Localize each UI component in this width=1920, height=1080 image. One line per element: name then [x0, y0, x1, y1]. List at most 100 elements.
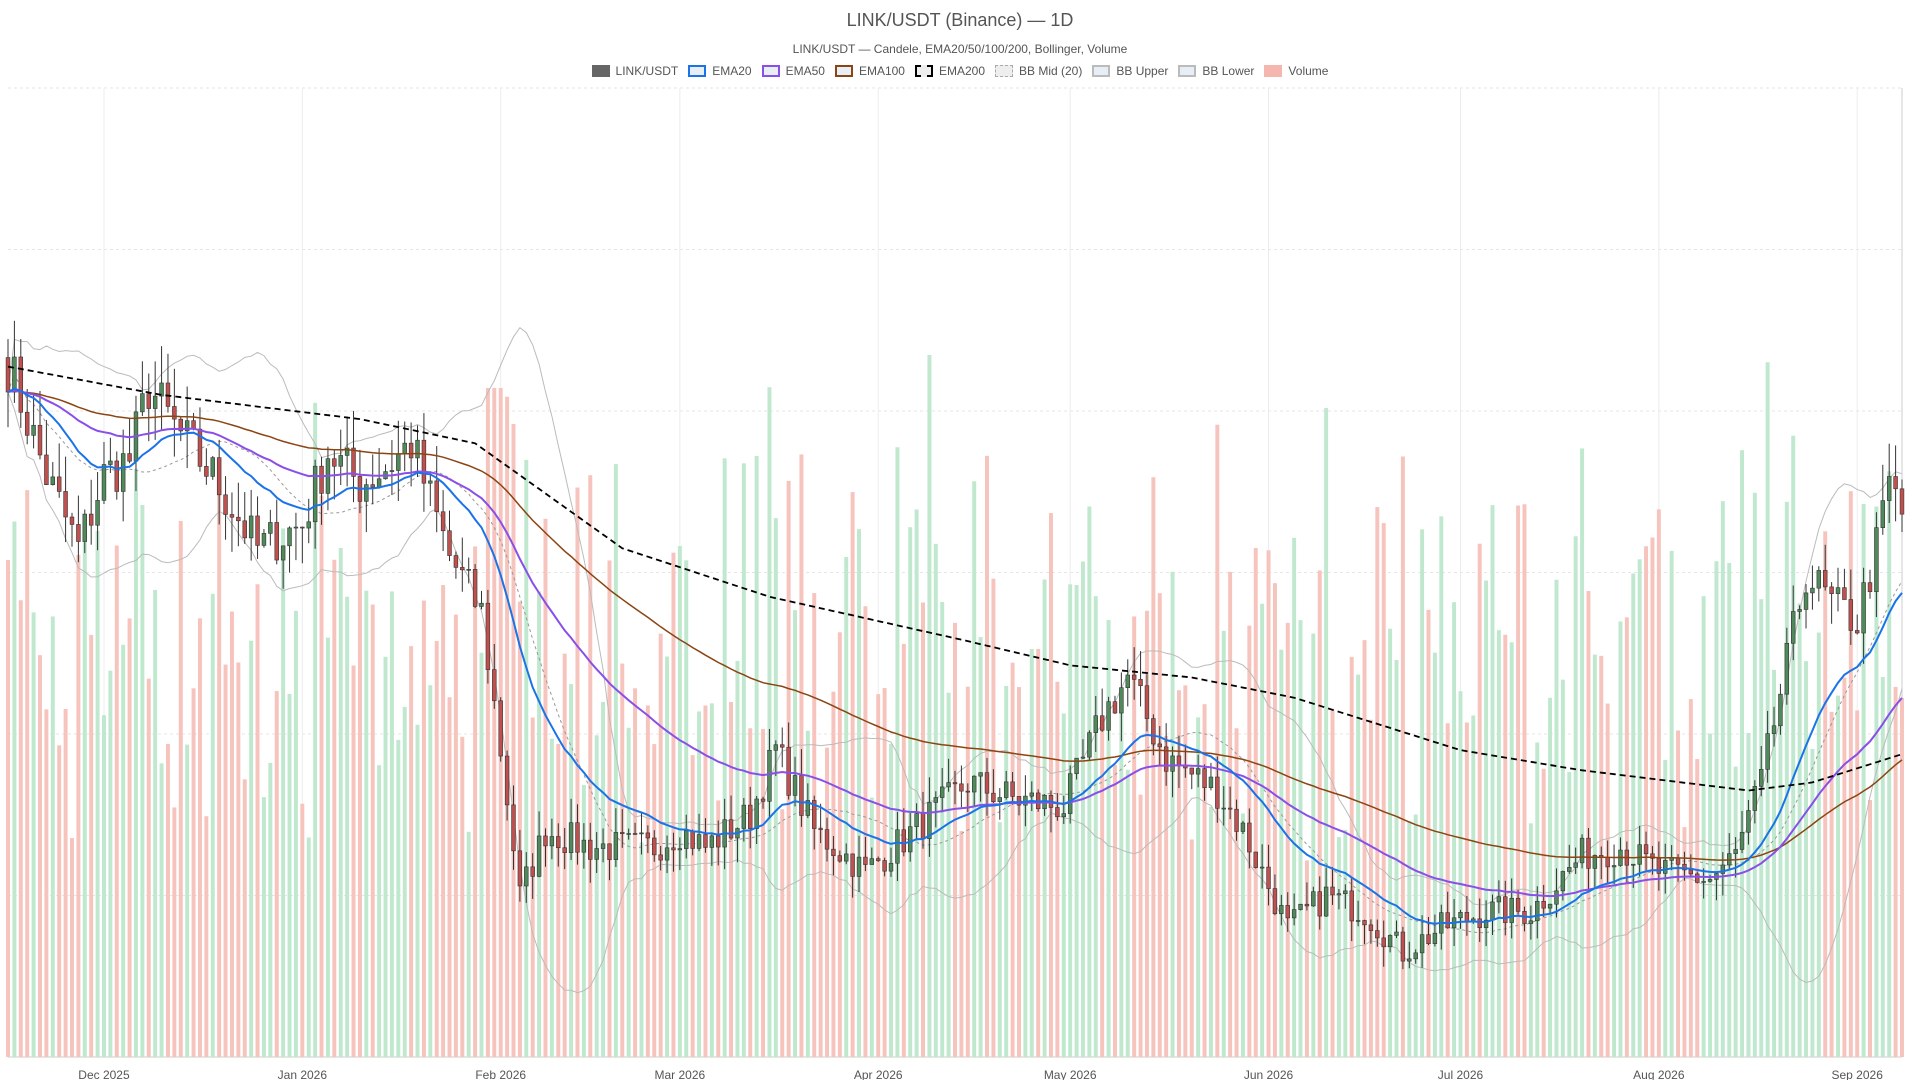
volume-bar — [1695, 759, 1700, 1057]
candle-body — [1138, 679, 1143, 687]
volume-bar — [274, 691, 279, 1057]
candle-body — [780, 744, 785, 748]
legend-item[interactable]: BB Mid (20) — [995, 64, 1082, 78]
volume-bar — [1164, 735, 1169, 1057]
volume-bar — [1573, 536, 1578, 1057]
candle-body — [1087, 732, 1092, 758]
volume-bar — [466, 831, 471, 1057]
candle-body — [1733, 849, 1738, 854]
volume-bar — [1023, 805, 1028, 1057]
volume-bar — [575, 487, 580, 1057]
volume-bar — [1317, 570, 1322, 1057]
candle-body — [728, 819, 734, 839]
legend: LINK/USDT EMA20 EMA50 EMA100 EMA200 BB Mid (2… — [0, 64, 1920, 78]
candle-body — [1720, 864, 1726, 874]
volume-bar — [1778, 702, 1783, 1057]
candle-body — [1432, 932, 1438, 944]
candle-body — [1880, 500, 1886, 528]
candle-body — [63, 491, 68, 518]
volume-bar — [1701, 596, 1706, 1057]
candle-body — [1074, 757, 1079, 774]
candle-body — [389, 470, 395, 472]
legend-item[interactable]: EMA200 — [914, 64, 985, 78]
candle-body — [1458, 912, 1463, 919]
volume-bar — [1496, 630, 1501, 1057]
candle-body — [844, 853, 849, 862]
candle-body — [466, 569, 471, 571]
legend-item[interactable]: Volume — [1264, 64, 1328, 78]
volume-bar — [1484, 580, 1489, 1057]
legend-swatch — [688, 65, 707, 77]
volume-bar — [1842, 677, 1847, 1057]
candle-body — [1195, 768, 1201, 775]
candle-body — [197, 428, 203, 467]
candle-body — [172, 406, 177, 420]
candle-body — [24, 411, 30, 436]
legend-item[interactable]: EMA20 — [688, 64, 752, 78]
candle-body — [364, 484, 369, 502]
candle-body — [479, 602, 484, 607]
volume-bar — [1676, 730, 1681, 1057]
volume-bar — [767, 387, 772, 1058]
volume-bars — [6, 355, 1904, 1058]
candle-body — [1893, 476, 1898, 490]
x-tick-label: Sep 2026 — [1832, 1068, 1884, 1080]
volume-bar — [1253, 548, 1258, 1057]
candle-body — [1810, 587, 1815, 594]
volume-bar — [511, 423, 516, 1058]
volume-bar — [1554, 579, 1559, 1057]
candle-body — [69, 516, 75, 525]
candle-body — [370, 484, 375, 488]
volume-bar — [492, 387, 497, 1057]
volume-bar — [1900, 698, 1904, 1057]
volume-bar — [805, 730, 810, 1057]
volume-bar — [165, 743, 170, 1057]
candle-body — [1663, 860, 1668, 874]
candle-body — [376, 478, 382, 488]
candle-body — [1381, 937, 1386, 948]
volume-bar — [748, 728, 753, 1057]
candle-body — [1202, 768, 1207, 788]
ema50-line — [7, 389, 1903, 898]
candle-body — [869, 858, 875, 865]
candle-body — [632, 833, 638, 835]
candle-body — [543, 835, 548, 847]
volume-bar — [876, 694, 881, 1057]
candle-body — [658, 854, 663, 861]
candle-body — [351, 447, 356, 477]
candle-body — [1215, 776, 1220, 809]
candle-body — [607, 843, 612, 860]
candle-body — [434, 480, 439, 513]
volume-bar — [908, 527, 913, 1057]
volume-bar — [671, 552, 676, 1057]
legend-swatch — [834, 65, 853, 77]
candle-body — [472, 569, 478, 607]
volume-bar — [1810, 749, 1815, 1057]
volume-bar — [1138, 794, 1143, 1057]
volume-bar — [754, 455, 759, 1057]
candle-body — [1317, 891, 1322, 917]
legend-item[interactable]: BB Lower — [1178, 64, 1254, 78]
candle-body — [1554, 890, 1559, 905]
volume-bar — [1234, 728, 1239, 1057]
legend-item[interactable]: EMA50 — [761, 64, 825, 78]
candle-body — [114, 460, 119, 492]
volume-bar — [1752, 492, 1757, 1057]
volume-bar — [377, 765, 382, 1057]
legend-item[interactable]: EMA100 — [834, 64, 905, 78]
legend-item[interactable]: LINK/USDT — [591, 64, 678, 78]
volume-bar — [76, 554, 81, 1057]
legend-item[interactable]: BB Upper — [1092, 64, 1168, 78]
volume-bar — [1208, 806, 1213, 1057]
volume-bar — [293, 610, 298, 1057]
legend-label: EMA100 — [858, 64, 905, 78]
candle-body — [600, 843, 606, 849]
candle-body — [1586, 837, 1591, 869]
volume-bar — [1548, 697, 1553, 1057]
volume-bar — [1816, 632, 1821, 1057]
volume-bar — [1784, 501, 1789, 1057]
candle-body — [18, 356, 24, 413]
volume-bar — [159, 763, 164, 1057]
volume-bar — [332, 559, 337, 1057]
volume-bar — [1049, 513, 1053, 1057]
